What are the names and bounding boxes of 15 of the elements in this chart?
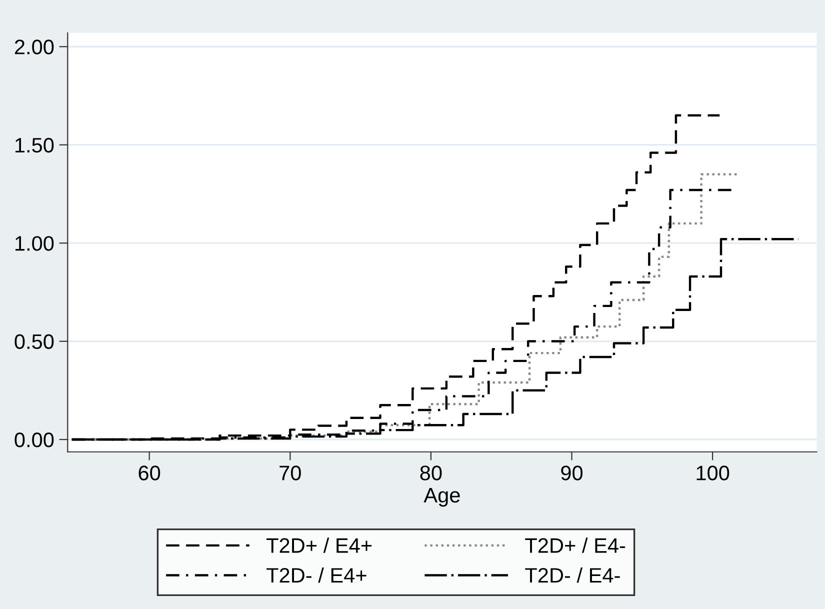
legend-label: T2D+ / E4- bbox=[525, 538, 626, 553]
legend-label: T2D+ / E4+ bbox=[266, 538, 372, 553]
x-axis-title: Age bbox=[424, 488, 460, 507]
x-tick-label: 70 bbox=[280, 466, 301, 480]
legend-label: T2D- / E4- bbox=[525, 567, 620, 583]
legend-label: T2D- / E4+ bbox=[266, 567, 366, 583]
y-tick-label: 2.00 bbox=[14, 40, 54, 54]
y-tick-label: 1.00 bbox=[16, 236, 54, 251]
y-tick-label: 1.50 bbox=[16, 138, 54, 153]
x-tick-label: 90 bbox=[561, 466, 583, 480]
y-tick-label: 0.50 bbox=[14, 334, 54, 350]
x-tick-label: 100 bbox=[696, 466, 730, 480]
y-tick-label: 0.00 bbox=[14, 432, 54, 448]
x-tick-label: 80 bbox=[420, 466, 442, 480]
x-tick-label: 60 bbox=[138, 466, 160, 480]
